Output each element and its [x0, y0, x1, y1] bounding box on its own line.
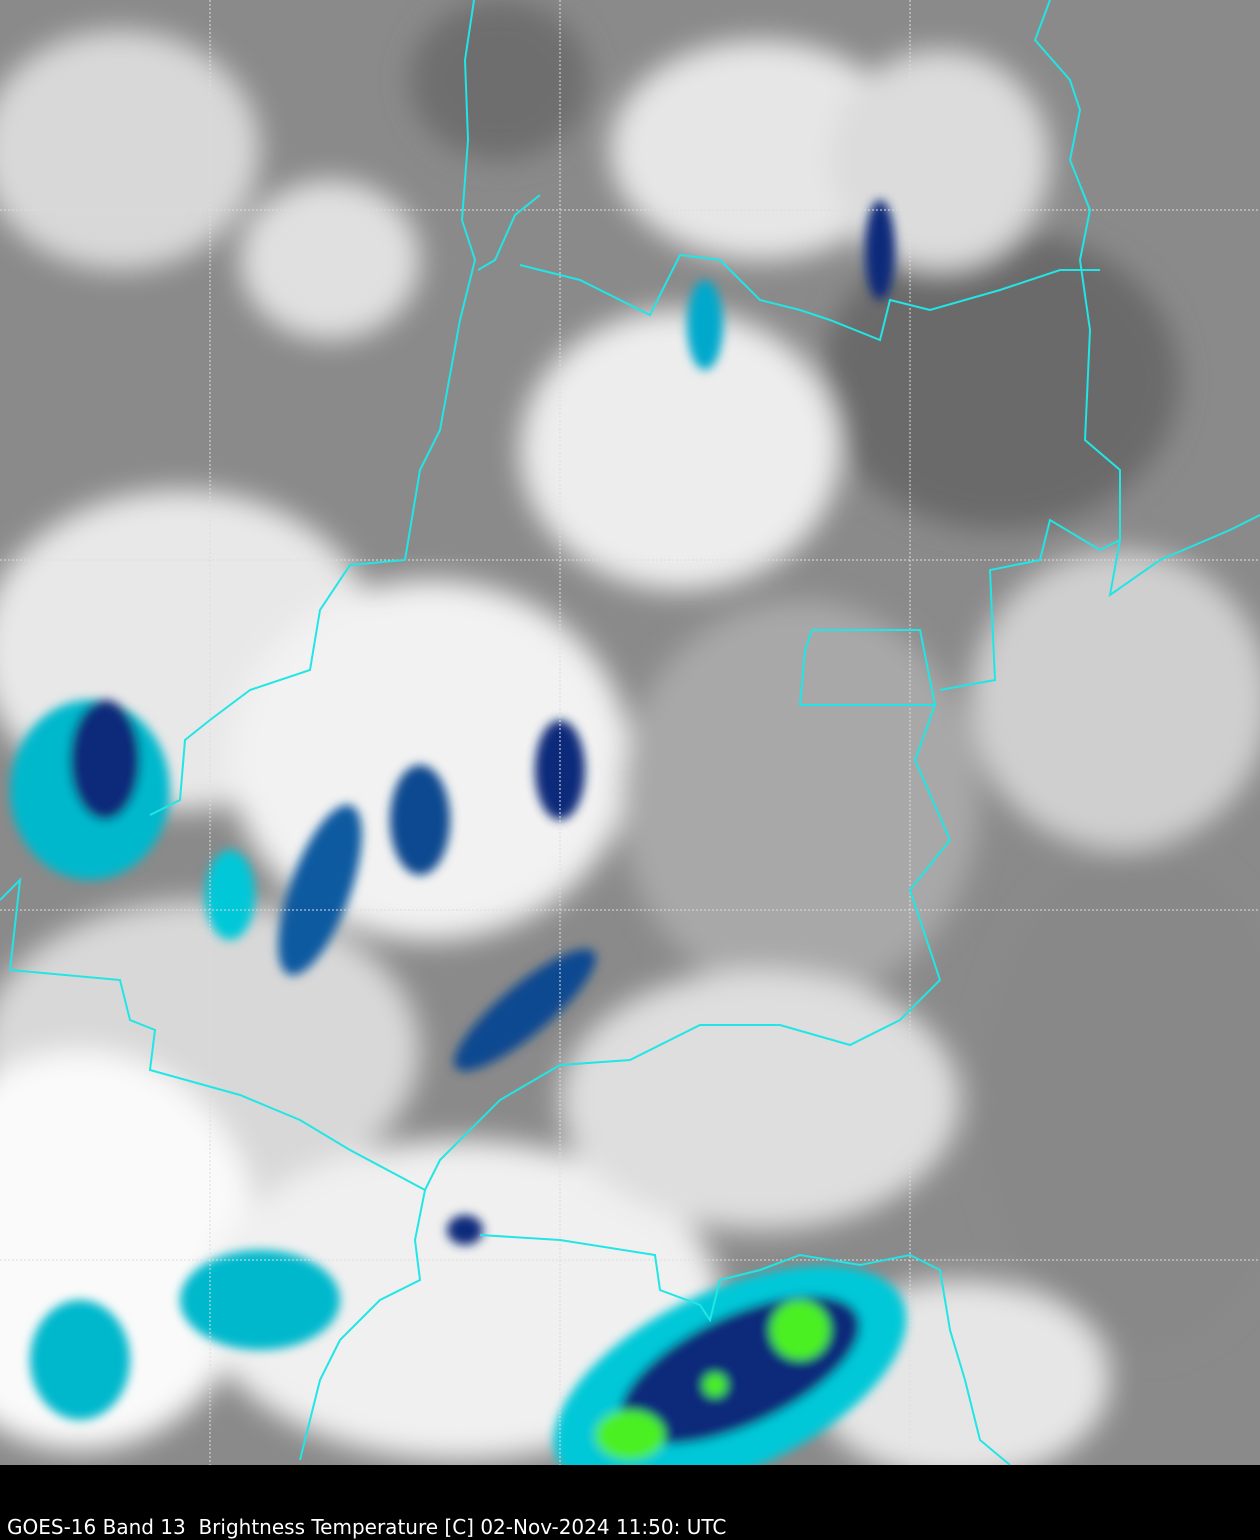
political-borders: [0, 0, 1260, 1465]
satellite-image: [0, 0, 1260, 1465]
grid-lines: [0, 0, 1260, 1465]
image-caption: GOES-16 Band 13 Brightness Temperature […: [7, 1515, 727, 1539]
cold-cloud-tops: [10, 200, 907, 1465]
